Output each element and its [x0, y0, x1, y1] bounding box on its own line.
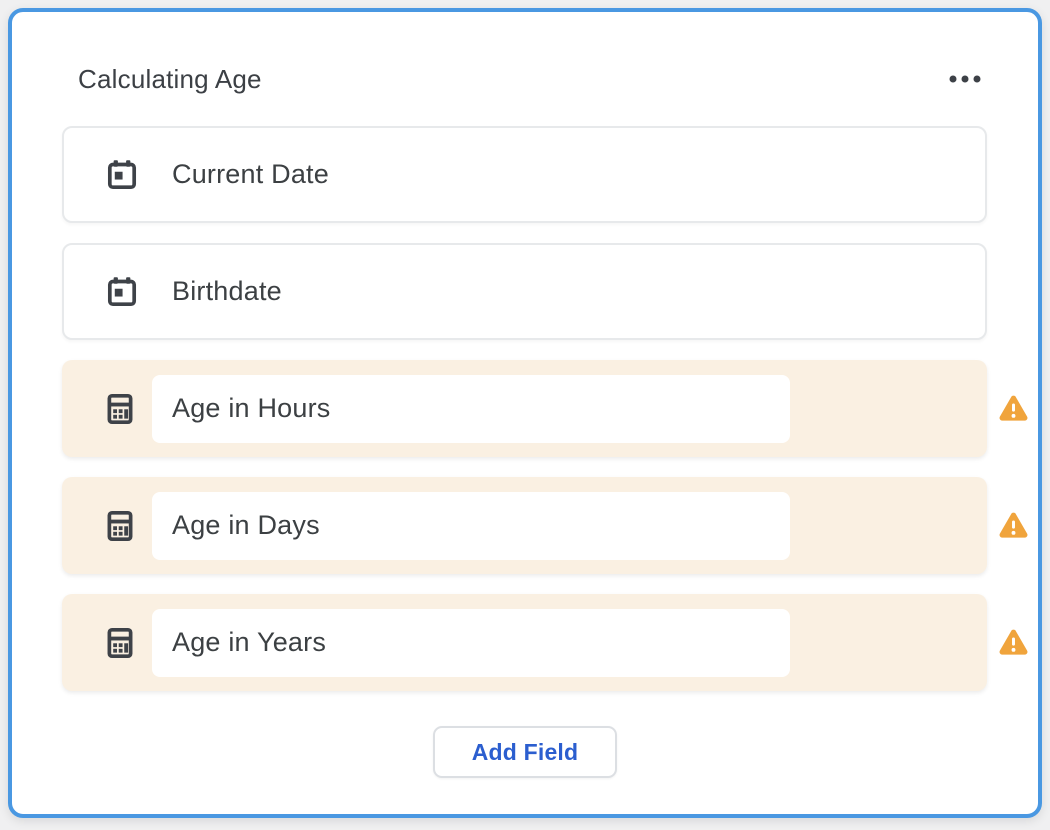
calculator-icon — [103, 626, 137, 660]
warning-icon — [998, 394, 1029, 423]
add-field-button[interactable]: Add Field — [433, 726, 617, 778]
field-name-input[interactable]: Age in Hours — [152, 374, 790, 443]
calendar-date-icon — [105, 158, 139, 192]
ellipsis-icon — [948, 72, 982, 87]
field-row[interactable]: Age in Days — [62, 477, 1028, 574]
calculator-icon — [103, 509, 137, 543]
field-label: Age in Days — [172, 510, 320, 540]
field-label: Current Date — [172, 159, 329, 189]
field-row[interactable]: Birthdate — [62, 243, 987, 340]
field-label: Birthdate — [172, 276, 282, 306]
calculator-icon — [103, 392, 137, 426]
field-row[interactable]: Current Date — [62, 126, 987, 223]
field-label: Age in Hours — [172, 393, 331, 423]
card-header: Calculating Age — [78, 62, 984, 96]
field-name-input[interactable]: Age in Days — [152, 491, 790, 560]
more-options-button[interactable] — [946, 70, 984, 88]
warning-icon — [998, 628, 1029, 657]
card-title: Calculating Age — [78, 64, 262, 94]
field-row[interactable]: Age in Hours — [62, 360, 1028, 457]
field-label: Age in Years — [172, 627, 327, 657]
calculating-age-card: Calculating Age Current Date — [8, 8, 1042, 818]
warning-icon — [998, 511, 1029, 540]
field-name-input[interactable]: Age in Years — [152, 608, 790, 677]
field-row[interactable]: Age in Years — [62, 594, 1028, 691]
field-list: Current Date Birthdate Age in Ho — [62, 126, 1028, 691]
calendar-date-icon — [105, 275, 139, 309]
